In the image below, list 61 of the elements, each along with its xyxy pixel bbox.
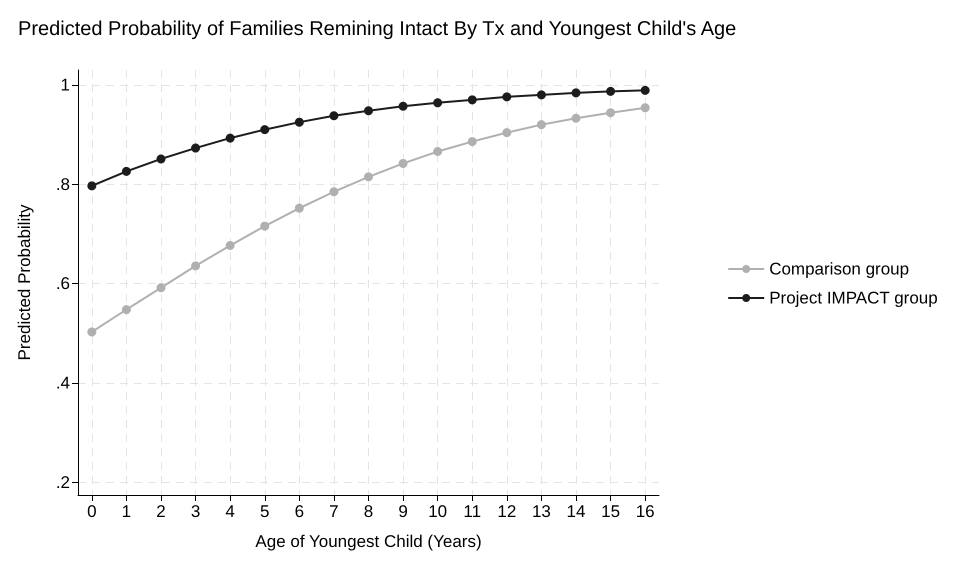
x-tick-label: 9: [398, 502, 408, 521]
x-tick-label: 8: [364, 502, 374, 521]
x-tick-label: 10: [428, 502, 448, 521]
point: [536, 90, 546, 100]
point: [122, 166, 131, 176]
point: [398, 158, 408, 168]
x-tick-label: 12: [497, 502, 516, 521]
point: [502, 128, 512, 138]
y-tick-label: .6: [56, 274, 70, 294]
point: [122, 305, 131, 314]
x-tick-label: 13: [532, 502, 551, 521]
point: [87, 181, 96, 190]
point: [87, 327, 96, 336]
point: [226, 240, 235, 250]
x-tick-label: 2: [156, 502, 166, 521]
point: [260, 222, 270, 231]
x-tick-label: 16: [636, 502, 655, 521]
y-tick-label: .2: [56, 473, 70, 492]
point: [640, 86, 650, 95]
point: [606, 86, 616, 96]
x-axis-title: Age of Youngest Child (Years): [255, 532, 482, 551]
point: [294, 204, 304, 213]
point: [191, 144, 200, 153]
x-tick-label: 3: [190, 502, 200, 521]
point: [156, 154, 166, 164]
point: [468, 137, 477, 146]
point: [398, 102, 408, 111]
point: [226, 134, 235, 143]
x-tick-label: 15: [601, 502, 620, 521]
x-tick-label: 7: [329, 502, 339, 521]
point: [468, 95, 477, 104]
point: [606, 108, 616, 118]
legend-label: Project IMPACT group: [769, 288, 938, 308]
x-tick-label: 0: [87, 502, 97, 521]
x-tick-label: 14: [566, 502, 586, 521]
point: [260, 125, 270, 134]
y-axis-title: Predicted Probability: [15, 204, 34, 360]
x-tick-label: 6: [294, 502, 304, 521]
point: [364, 172, 373, 182]
point: [329, 111, 338, 120]
legend-label: Comparison group: [769, 260, 910, 278]
x-tick-label: 11: [463, 502, 482, 521]
point: [191, 261, 200, 270]
y-tick-label: 1: [60, 75, 70, 94]
point: [364, 106, 373, 116]
point: [640, 103, 650, 112]
y-tick-label: .4: [56, 374, 70, 393]
x-tick-label: 1: [122, 502, 132, 521]
x-tick-label: 5: [260, 502, 270, 521]
point: [156, 283, 166, 292]
point: [294, 118, 304, 127]
point: [502, 92, 512, 102]
point: [536, 120, 546, 130]
point: [572, 88, 580, 98]
point: [329, 187, 338, 196]
point: [572, 114, 580, 123]
point: [433, 98, 442, 108]
point: [433, 147, 442, 156]
y-tick-label: .8: [56, 174, 70, 194]
x-tick-label: 4: [225, 502, 235, 521]
chart-title: Predicted Probability of Families Remining Intact By Tx and Youngest Child's Age: [18, 18, 736, 40]
